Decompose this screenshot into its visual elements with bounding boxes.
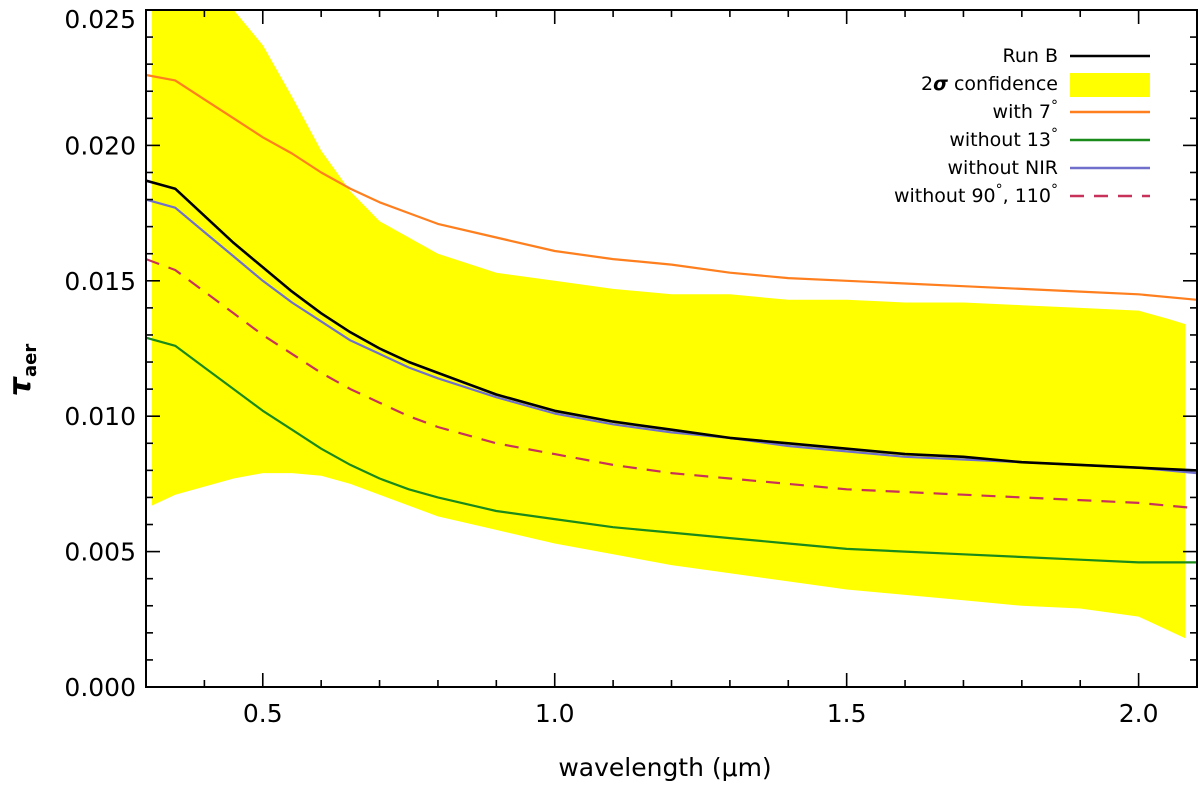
legend-without-13-text: without 13 — [949, 129, 1051, 151]
tick-layer — [145, 9, 1198, 688]
y-tick-label: 0.010 — [64, 402, 136, 431]
y-axis-title-symbol: τ — [3, 375, 38, 396]
legend-confidence-prefix: 2 — [921, 73, 933, 95]
legend-with-7-degree: ° — [1051, 98, 1058, 114]
y-tick-label: 0.015 — [64, 267, 136, 296]
series-layer — [146, 73, 1197, 564]
series-line-run-b — [146, 179, 1197, 472]
legend-without-90-text: without 90 — [894, 185, 996, 207]
x-axis-title: wavelength (μm) — [558, 753, 771, 782]
legend-confidence-suffix: confidence — [948, 73, 1058, 95]
y-tick-label: 0.000 — [64, 673, 136, 702]
legend-label-without-90-110: without 90°, 110° — [894, 182, 1058, 207]
y-tick-label: 0.020 — [64, 131, 136, 160]
series-line-with-7 — [146, 73, 1197, 301]
series-line-without-nir — [146, 198, 1197, 475]
legend: Run B 2σ confidence with 7° without 13° … — [894, 45, 1150, 207]
x-tick-label: 2.0 — [1119, 699, 1159, 728]
y-axis-title: τaer — [3, 344, 41, 397]
legend-swatch-confidence — [1070, 73, 1150, 97]
x-tick-label: 0.5 — [243, 699, 283, 728]
legend-label-confidence: 2σ confidence — [921, 73, 1058, 95]
band-layer — [151, 10, 1186, 639]
series-line-without-13 — [146, 336, 1197, 564]
legend-without-13-degree: ° — [1051, 126, 1058, 142]
legend-label-without-nir: without NIR — [948, 157, 1058, 179]
legend-without-90-degree: ° — [996, 182, 1003, 198]
legend-without-110-degree: ° — [1051, 182, 1058, 198]
x-tick-label: 1.5 — [827, 699, 867, 728]
y-axis-title-subscript: aer — [20, 344, 41, 377]
y-tick-label: 0.005 — [64, 538, 136, 567]
legend-label-with-7: with 7° — [993, 98, 1058, 123]
legend-label-run-b: Run B — [1002, 45, 1058, 67]
tick-label-layer: 0.5 1.0 1.5 2.0 0.000 0.005 0.010 0.015 … — [64, 5, 1158, 728]
legend-with-7-text: with 7 — [993, 101, 1051, 123]
legend-label-without-13: without 13° — [949, 126, 1058, 151]
legend-confidence-symbol: σ — [933, 73, 948, 95]
confidence-band — [151, 10, 1186, 639]
y-tick-label: 0.025 — [64, 5, 136, 34]
x-tick-label: 1.0 — [535, 699, 575, 728]
legend-without-110-text: , 110 — [1003, 185, 1051, 207]
